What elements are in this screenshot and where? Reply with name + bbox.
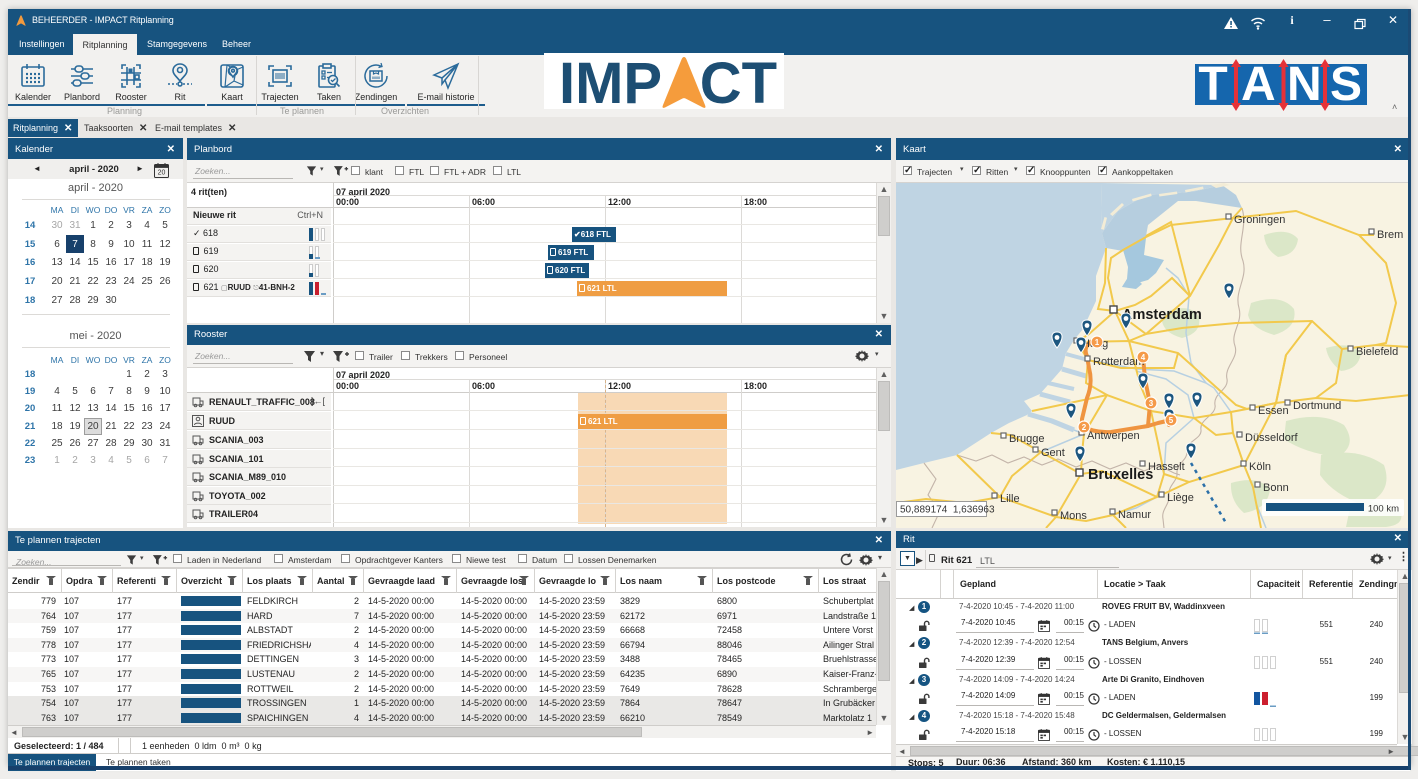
svg-text:Düsseldorf: Düsseldorf: [1245, 432, 1299, 444]
svg-text:100 km: 100 km: [1368, 504, 1399, 515]
svg-text:5: 5: [1169, 416, 1174, 425]
svg-text:4: 4: [1141, 353, 1146, 362]
svg-text:50,889174 1,636963: 50,889174 1,636963: [900, 505, 995, 516]
svg-text:Gent: Gent: [1041, 447, 1065, 459]
svg-text:Hasselt: Hasselt: [1148, 461, 1185, 473]
svg-text:Amsterdam: Amsterdam: [1122, 307, 1202, 323]
svg-text:Rotterdam: Rotterdam: [1093, 356, 1144, 368]
svg-text:Bonn: Bonn: [1263, 482, 1289, 494]
svg-text:Antwerpen: Antwerpen: [1087, 430, 1140, 442]
svg-text:2: 2: [1082, 423, 1087, 432]
svg-text:Lille: Lille: [1000, 493, 1020, 505]
svg-text:Brugge: Brugge: [1009, 433, 1044, 445]
svg-text:Bruxelles: Bruxelles: [1088, 467, 1153, 483]
svg-text:3: 3: [1149, 399, 1154, 408]
svg-text:Namur: Namur: [1118, 509, 1151, 521]
svg-text:Dortmund: Dortmund: [1293, 400, 1341, 412]
svg-text:Brem: Brem: [1377, 229, 1403, 241]
svg-text:Mons: Mons: [1060, 510, 1087, 522]
svg-text:Liège: Liège: [1167, 492, 1194, 504]
svg-text:20: 20: [158, 170, 166, 177]
svg-text:Groningen: Groningen: [1234, 214, 1285, 226]
svg-text:Bielefeld: Bielefeld: [1356, 346, 1398, 358]
svg-text:Essen: Essen: [1258, 405, 1289, 417]
svg-text:Köln: Köln: [1249, 461, 1271, 473]
svg-text:1: 1: [1095, 338, 1100, 347]
